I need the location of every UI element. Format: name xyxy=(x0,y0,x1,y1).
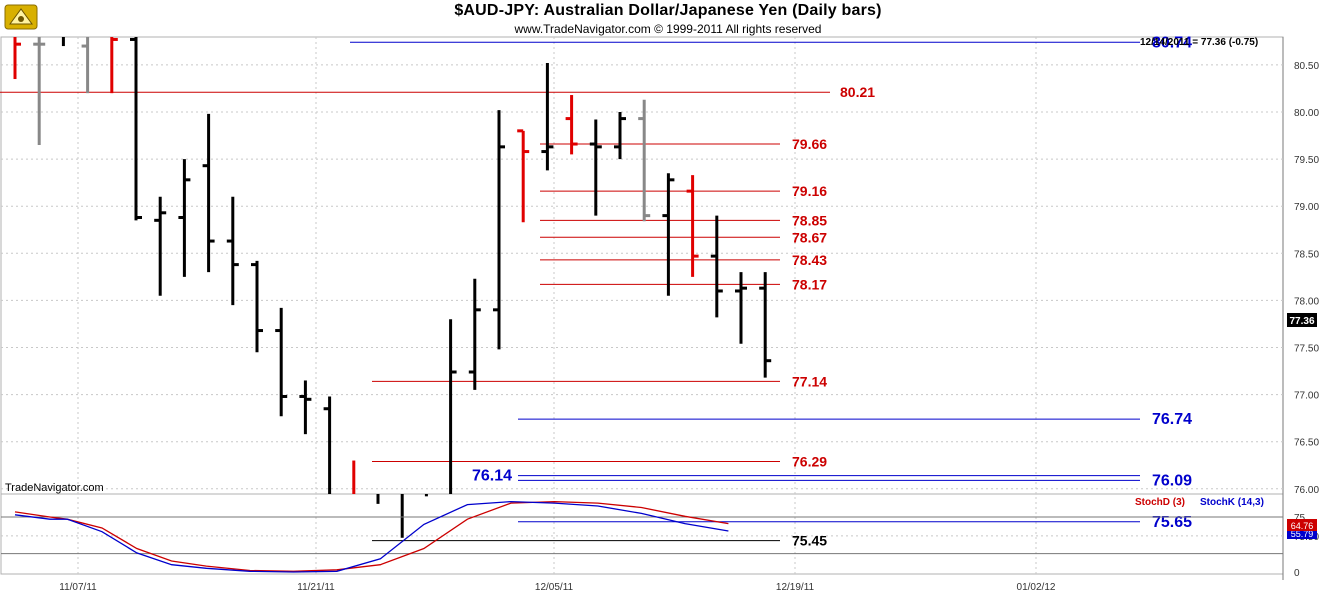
stochastic-panel: 0 75 xyxy=(1,500,1306,579)
stoch-d-legend: StochD (3) xyxy=(1135,497,1185,508)
ohlc-bar xyxy=(638,99,651,222)
date-axis: 11/07/11 11/21/11 12/05/11 12/19/11 01/02/12 xyxy=(59,582,1056,593)
price-tick-label: 78.00 xyxy=(1294,296,1319,307)
ohlc-bar xyxy=(662,173,675,296)
price-level-label: 78.43 xyxy=(792,252,827,268)
stoch-tick-label: 0 xyxy=(1294,568,1300,579)
date-tick-label: 11/07/11 xyxy=(59,582,97,593)
ohlc-bar xyxy=(449,319,457,494)
price-level-label: 76.74 xyxy=(1152,411,1192,428)
price-tick-label: 79.50 xyxy=(1294,155,1319,166)
ohlc-bars xyxy=(13,37,772,538)
ohlc-bar xyxy=(517,129,530,223)
ohlc-bar xyxy=(493,110,505,350)
price-tick-label: 80.00 xyxy=(1294,108,1319,119)
price-level-label: 78.85 xyxy=(792,212,827,228)
price-level-label: 75.65 xyxy=(1152,514,1192,531)
price-tick-label: 77.50 xyxy=(1294,344,1319,355)
last-price-tag-box xyxy=(1287,313,1317,327)
ohlc-bar xyxy=(13,37,21,80)
price-axis: 75.5076.0076.5077.0077.5078.0078.5079.00… xyxy=(1294,61,1319,543)
ohlc-bar xyxy=(686,175,699,277)
price-tick-label: 76.50 xyxy=(1294,438,1319,449)
copyright-notice: www.TradeNavigator.com © 1999-2011 All r… xyxy=(514,22,822,36)
stoch-panel-frame xyxy=(0,493,1284,575)
ohlc-bar xyxy=(81,37,90,94)
ohlc-bar xyxy=(541,63,554,171)
ohlc-bar xyxy=(735,272,747,344)
stoch-series-line xyxy=(14,500,729,572)
ohlc-bar xyxy=(468,278,481,390)
ohlc-bar xyxy=(323,396,332,494)
watermark: TradeNavigator.com xyxy=(5,482,104,494)
date-tick-label: 11/21/11 xyxy=(297,582,335,593)
ohlc-bar xyxy=(759,272,772,378)
ohlc-bar xyxy=(226,196,239,306)
ohlc-bar xyxy=(299,380,312,435)
price-tick-label: 78.50 xyxy=(1294,249,1319,260)
ohlc-bar xyxy=(202,113,215,273)
gridlines xyxy=(1,37,1283,574)
stoch-tick-label: 75 xyxy=(1294,513,1306,524)
price-level-label: 80.74 xyxy=(1152,34,1192,51)
price-level-label: 76.14 xyxy=(472,468,512,485)
price-level-label: 79.16 xyxy=(792,183,827,199)
chart-title: $AUD-JPY: Australian Dollar/Japanese Yen… xyxy=(454,2,882,19)
price-level-label: 75.45 xyxy=(792,533,827,549)
ohlc-bar xyxy=(565,95,578,155)
price-level-label: 78.67 xyxy=(792,229,827,245)
ohlc-bar xyxy=(275,307,288,417)
ohlc-bar xyxy=(154,196,167,296)
date-tick-label: 01/02/12 xyxy=(1017,582,1056,593)
ohlc-bar xyxy=(614,112,626,160)
ohlc-bar xyxy=(130,37,142,221)
price-level-label: 79.66 xyxy=(792,136,827,152)
stoch-k-value: 55.79 xyxy=(1291,529,1314,539)
price-level-label: 78.17 xyxy=(792,276,827,292)
ohlc-bar xyxy=(33,37,46,145)
stoch-k-legend: StochK (14,3) xyxy=(1200,497,1264,508)
price-level-label: 80.21 xyxy=(840,84,875,100)
date-tick-label: 12/05/11 xyxy=(535,582,574,593)
last-quote: 12/14/2011 = 77.36 (-0.75) xyxy=(1140,37,1258,48)
price-tick-label: 77.00 xyxy=(1294,391,1319,402)
ohlc-bar xyxy=(251,260,263,353)
price-panel-frame xyxy=(0,36,1284,495)
ohlc-bar xyxy=(178,159,191,277)
ohlc-bar xyxy=(589,119,602,216)
chart-header: $AUD-JPY: Australian Dollar/Japanese Yen… xyxy=(0,0,1336,36)
stoch-d-value-box xyxy=(1287,519,1317,531)
price-level-label: 76.09 xyxy=(1152,472,1192,489)
price-tick-label: 76.00 xyxy=(1294,485,1319,496)
price-tick-label: 80.50 xyxy=(1294,61,1319,72)
price-tick-label: 79.00 xyxy=(1294,202,1319,213)
stoch-d-value: 64.76 xyxy=(1291,521,1314,531)
trade-navigator-logo xyxy=(4,4,38,30)
stoch-series-line xyxy=(14,500,729,573)
date-tick-label: 12/19/11 xyxy=(776,582,815,593)
ohlc-bar xyxy=(710,215,723,318)
last-price-tag: 77.36 xyxy=(1289,316,1314,327)
ohlc-bar xyxy=(110,37,118,94)
price-level-label: 77.14 xyxy=(792,373,827,389)
price-level-label: 76.29 xyxy=(792,453,827,469)
